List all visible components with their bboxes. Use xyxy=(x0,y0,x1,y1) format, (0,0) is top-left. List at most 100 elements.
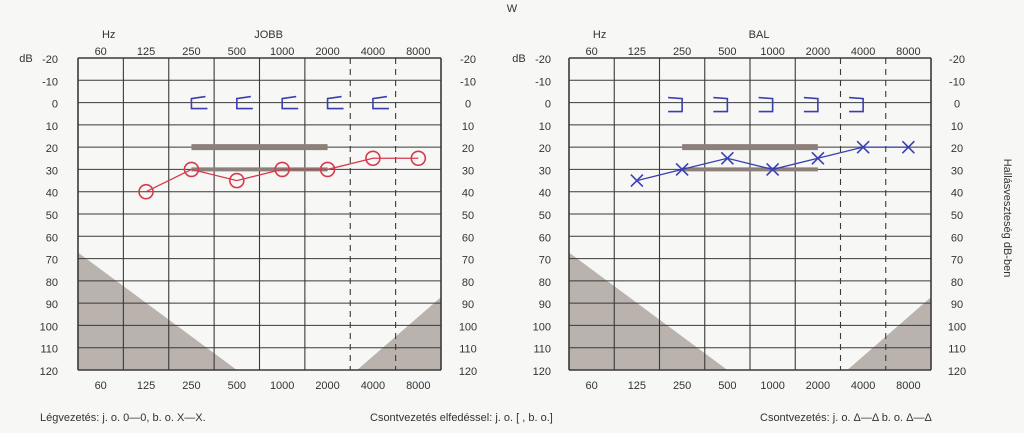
y-tick-label-right: 50 xyxy=(462,210,474,222)
y-tick-label-left: 110 xyxy=(40,344,58,356)
panel-title: BAL xyxy=(749,29,770,41)
y-tick-label-left: 40 xyxy=(46,188,58,200)
x-tick-label-bottom: 4000 xyxy=(851,380,875,392)
x-tick-label-bottom: 8000 xyxy=(406,380,430,392)
y-tick-label-left: -10 xyxy=(535,76,551,88)
x-tick-label-bottom: 8000 xyxy=(896,380,920,392)
y-tick-label-right: 80 xyxy=(462,277,474,289)
x-tick-label-top: 4000 xyxy=(851,46,875,58)
x-tick-label-top: 8000 xyxy=(896,46,920,58)
x-tick-label-bottom: 125 xyxy=(628,380,646,392)
audiogram-left-ear: BALHz60601251252502505005001000100020002… xyxy=(512,29,966,392)
y-tick-label-right: 70 xyxy=(462,255,474,267)
legend-air-conduction: Légvezetés: j. o. 0—0, b. o. X—X. xyxy=(40,412,206,424)
air-conduction-point-right xyxy=(274,161,290,178)
y-tick-label-left: 80 xyxy=(46,277,58,289)
y-tick-label-left: -20 xyxy=(535,54,551,66)
x-tick-label-top: 250 xyxy=(673,46,691,58)
y-tick-label-left: 120 xyxy=(533,366,551,378)
masked-bone-point-right xyxy=(236,95,253,110)
y-tick-label-right: -10 xyxy=(949,76,965,88)
x-tick-label-top: 4000 xyxy=(361,46,385,58)
y-tick-label-right: 30 xyxy=(462,165,474,177)
x-tick-label-top: 2000 xyxy=(806,46,830,58)
y-tick-label-left: 20 xyxy=(539,143,551,155)
x-tick-label-top: 1000 xyxy=(270,46,294,58)
x-tick-label-bottom: 60 xyxy=(95,380,107,392)
y-tick-label-right: 50 xyxy=(951,210,963,222)
air-conduction-point-left xyxy=(856,140,870,154)
x-tick-label-bottom: 2000 xyxy=(806,380,830,392)
x-tick-label-top: 500 xyxy=(718,46,736,58)
y-tick-label-left: 90 xyxy=(539,299,551,311)
air-conduction-point-right xyxy=(138,183,154,200)
x-tick-label-top: 250 xyxy=(182,46,200,58)
shaded-region-low xyxy=(569,252,728,370)
y-tick-label-left: -20 xyxy=(42,54,58,66)
y-tick-label-left: 110 xyxy=(533,344,551,356)
x-tick-label-bottom: 500 xyxy=(718,380,736,392)
masked-bone-point-right xyxy=(372,95,389,110)
y-tick-label-left: 30 xyxy=(46,165,58,177)
y-tick-label-left: 0 xyxy=(545,99,551,111)
y-tick-label-right: -20 xyxy=(949,54,965,66)
series-line xyxy=(145,157,419,193)
masked-bone-point-right xyxy=(281,95,299,110)
y-tick-label-right: 100 xyxy=(459,321,477,333)
y-tick-label-left: 70 xyxy=(46,255,58,267)
y-tick-label-right: -10 xyxy=(460,76,476,88)
panel-title: JOBB xyxy=(254,29,283,41)
y-tick-label-right: 100 xyxy=(948,321,966,333)
y-tick-label-right: 40 xyxy=(462,188,474,200)
air-conduction-point-left xyxy=(720,151,734,165)
db-label: dB xyxy=(512,53,525,65)
y-tick-label-right: 110 xyxy=(948,344,966,356)
side-label: Hallásveszteség dB-ben xyxy=(1001,159,1013,278)
y-tick-label-left: 10 xyxy=(539,121,551,133)
y-tick-label-left: 30 xyxy=(539,165,551,177)
masked-bone-point-left xyxy=(713,96,729,113)
y-tick-label-left: 50 xyxy=(46,210,58,222)
masked-bone-point-left xyxy=(668,96,683,113)
air-conduction-point-right xyxy=(410,150,427,167)
y-tick-label-left: 20 xyxy=(46,143,58,155)
y-tick-label-right: 40 xyxy=(951,188,963,200)
shaded-region-low xyxy=(78,252,237,370)
db-label: dB xyxy=(19,53,32,65)
y-tick-label-left: 120 xyxy=(40,366,58,378)
air-conduction-point-left xyxy=(901,140,915,154)
y-tick-label-left: 90 xyxy=(46,299,58,311)
x-tick-label-top: 60 xyxy=(95,46,107,58)
air-conduction-point-left xyxy=(675,162,689,176)
x-tick-label-top: 125 xyxy=(628,46,646,58)
y-tick-label-left: 70 xyxy=(539,255,551,267)
x-tick-label-bottom: 250 xyxy=(182,380,200,392)
top-mark: W xyxy=(507,3,518,15)
y-tick-label-right: -20 xyxy=(460,54,476,66)
y-tick-label-left: 80 xyxy=(539,277,551,289)
x-tick-label-top: 2000 xyxy=(315,46,339,58)
x-tick-label-top: 8000 xyxy=(406,46,430,58)
x-tick-label-bottom: 4000 xyxy=(361,380,385,392)
x-tick-label-top: 60 xyxy=(586,46,598,58)
x-tick-label-bottom: 60 xyxy=(586,380,598,392)
y-tick-label-right: 10 xyxy=(951,121,963,133)
legend-bone-conduction: Csontvezetés: j. o. Δ—Δ b. o. Δ—Δ xyxy=(760,412,932,424)
masked-bone-point-left xyxy=(803,96,819,113)
air-conduction-point-left xyxy=(630,174,644,188)
y-tick-label-right: 80 xyxy=(951,277,963,289)
y-tick-label-right: 60 xyxy=(951,232,963,244)
y-tick-label-left: 100 xyxy=(533,321,551,333)
y-tick-label-right: 120 xyxy=(948,366,966,378)
air-conduction-point-left xyxy=(811,151,825,165)
x-tick-label-bottom: 500 xyxy=(228,380,246,392)
y-tick-label-left: 60 xyxy=(539,232,551,244)
hz-label: Hz xyxy=(102,29,115,41)
y-tick-label-right: 70 xyxy=(951,255,963,267)
y-tick-label-left: 50 xyxy=(539,210,551,222)
x-tick-label-bottom: 1000 xyxy=(270,380,294,392)
masked-bone-point-right xyxy=(326,95,344,110)
y-tick-label-right: 110 xyxy=(459,344,477,356)
y-tick-label-left: 60 xyxy=(46,232,58,244)
